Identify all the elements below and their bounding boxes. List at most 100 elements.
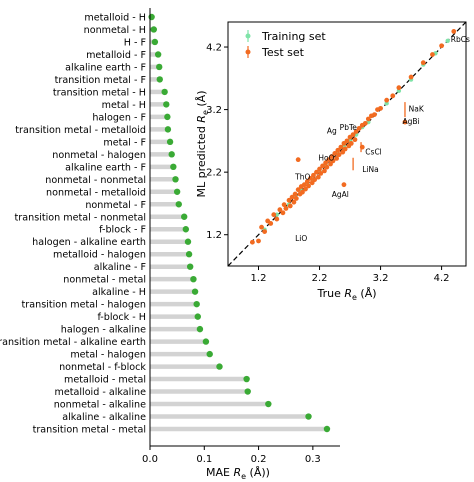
lollipop-dot <box>156 76 163 83</box>
test-point <box>250 239 255 245</box>
x-tick-label: 1.2 <box>251 273 267 284</box>
category-label: alkaline - H <box>92 287 146 298</box>
lollipop-dot <box>164 126 172 133</box>
y-tick-label: 4.2 <box>206 43 222 54</box>
lollipop-dot <box>216 363 223 370</box>
category-label: transition metal - nonmetal <box>15 212 146 223</box>
y-axis-label: ML predicted Re (Å) <box>195 91 210 198</box>
test-point <box>306 183 311 189</box>
lollipop-dot <box>156 63 163 71</box>
test-point <box>320 163 325 169</box>
test-point <box>344 138 350 144</box>
category-label: H - F <box>124 37 146 48</box>
legend-training-label: Training set <box>261 30 326 43</box>
x-axis-label: MAE Re (Å)) <box>206 466 270 481</box>
test-point <box>378 105 383 111</box>
test-point <box>281 202 287 208</box>
test-point <box>307 176 313 181</box>
lollipop-dot <box>244 388 251 395</box>
point-annotation: LiNa <box>362 165 378 174</box>
category-label: nonmetal - halogen <box>52 150 146 161</box>
test-point <box>396 85 402 91</box>
lollipop-dot <box>150 26 157 33</box>
point-annotation: AgAl <box>332 190 349 199</box>
legend-training-marker <box>245 33 251 39</box>
training-points <box>262 38 450 232</box>
test-point <box>268 221 274 226</box>
category-label: transition metal - halogen <box>22 300 146 311</box>
y-tick-label: 1.2 <box>206 230 222 241</box>
x-tick-label: 4.2 <box>434 273 450 284</box>
test-point <box>326 157 332 163</box>
category-label: nonmetal - metalloid <box>46 187 146 198</box>
category-label: nonmetal - F <box>85 200 146 211</box>
lollipop-dot <box>161 88 168 96</box>
test-point <box>287 203 293 209</box>
test-point <box>350 132 356 138</box>
lollipop-dot <box>243 375 250 383</box>
category-label: nonmetal - alkaline <box>54 400 146 411</box>
lollipop-dot <box>166 138 174 146</box>
test-point <box>293 196 299 201</box>
test-point <box>439 43 444 49</box>
lollipop-dot <box>168 151 175 158</box>
point-annotation: Ag <box>327 126 337 135</box>
test-point <box>259 224 264 230</box>
test-point <box>390 93 396 99</box>
test-point <box>329 154 335 159</box>
point-annotation: LiO <box>295 234 307 243</box>
x-tick-label: 0.1 <box>196 454 212 465</box>
test-point <box>317 166 322 172</box>
category-label: metalloid - H <box>84 13 146 24</box>
error-bars <box>352 102 406 171</box>
category-label: halogen - F <box>92 112 146 123</box>
lollipop-dot <box>170 163 177 171</box>
category-label: alkaline - F <box>94 262 146 273</box>
test-point <box>341 182 347 188</box>
lollipop-dot <box>186 263 194 270</box>
category-label: transition metal - metalloid <box>15 125 146 136</box>
test-point <box>451 28 457 34</box>
category-label: halogen - alkaline <box>61 325 146 336</box>
point-annotation: HoO <box>318 153 334 162</box>
lollipop-dot <box>154 51 162 58</box>
axis-ticks: 1.2 2.2 3.2 4.2 1.2 2.2 3.2 4.2 <box>206 43 449 284</box>
y-tick-label: 2.2 <box>206 168 222 179</box>
lollipop-dot <box>151 38 159 46</box>
lollipop-dot <box>163 101 170 108</box>
test-points <box>250 28 457 245</box>
plot-frame <box>227 21 467 267</box>
test-point <box>420 60 426 66</box>
test-point <box>348 140 354 146</box>
test-point <box>334 155 340 161</box>
category-label: metalloid - metal <box>64 375 146 386</box>
test-point <box>312 177 318 183</box>
test-point <box>402 119 408 125</box>
test-point <box>262 229 268 234</box>
dots-layer <box>148 13 331 433</box>
category-label: transition metal - F <box>55 75 146 86</box>
test-point <box>372 112 377 117</box>
category-label: f-block - H <box>97 312 146 323</box>
test-point <box>430 52 435 57</box>
test-point <box>318 171 324 176</box>
test-point <box>291 199 297 205</box>
point-annotation: ThO <box>294 173 310 182</box>
category-label: transition metal - metal <box>33 425 146 436</box>
lollipop-dot <box>185 251 193 258</box>
category-label: transition metal - alkaline earth <box>0 337 146 348</box>
category-label: metal - halogen <box>70 350 146 361</box>
stems-layer <box>150 14 327 432</box>
test-point <box>300 189 305 195</box>
test-point <box>330 158 336 164</box>
category-label: metalloid - alkaline <box>54 387 146 398</box>
lollipop-dot <box>172 176 179 183</box>
x-tick-label: 0.2 <box>251 454 267 465</box>
lollipop-dot <box>196 325 204 333</box>
test-point <box>289 194 295 200</box>
legend: Training set Test set <box>245 30 326 59</box>
x-axis-label: True Re (Å) <box>316 287 376 302</box>
category-label: halogen - alkaline earth <box>32 237 146 248</box>
